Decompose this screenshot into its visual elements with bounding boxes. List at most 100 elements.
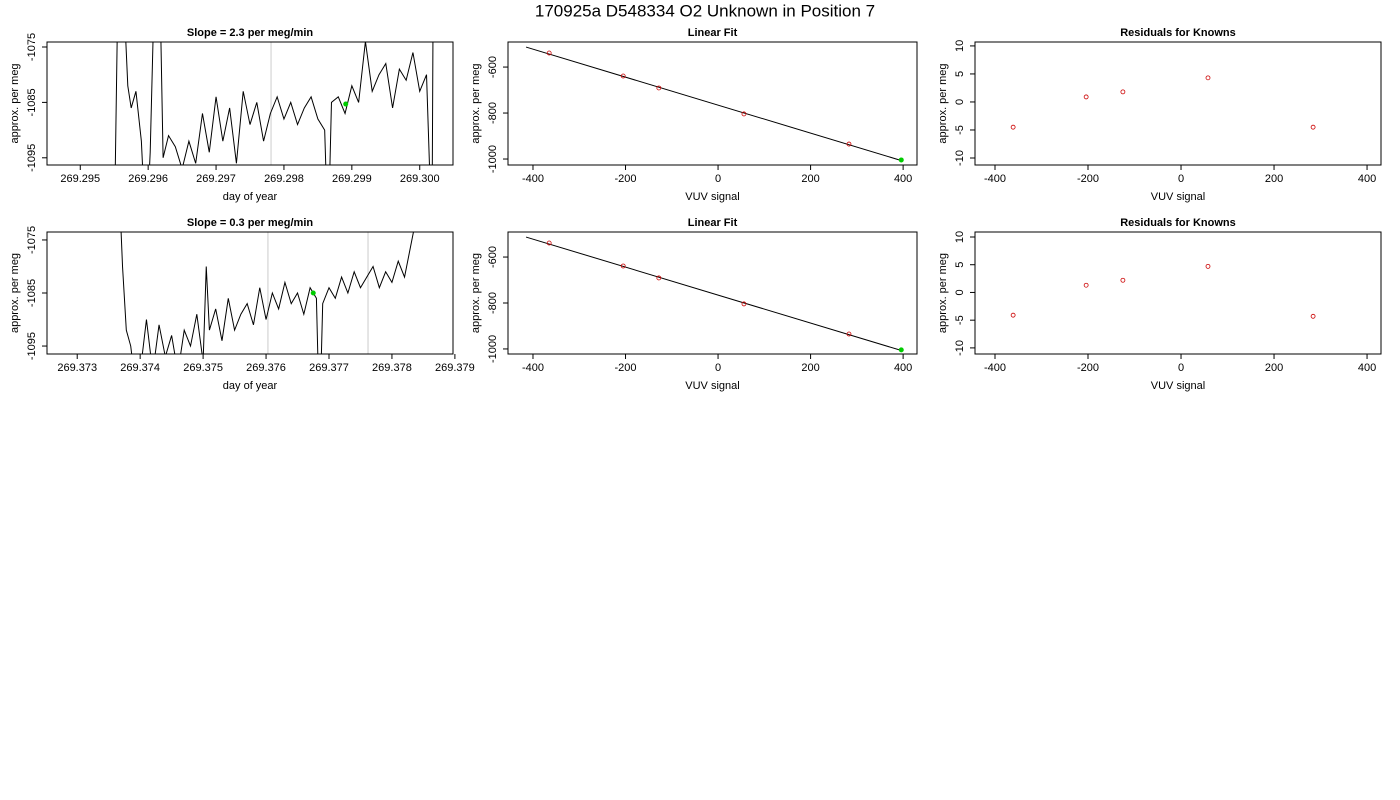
- point: [656, 275, 662, 281]
- x-tick-label: 269.379: [435, 362, 475, 374]
- plot-frame: [507, 231, 918, 355]
- y-tick-label: -5: [954, 315, 966, 325]
- panel-title: Linear Fit: [688, 27, 738, 39]
- point: [1010, 124, 1016, 130]
- y-tick-label: -800: [487, 102, 499, 124]
- point: [1205, 263, 1211, 269]
- series-line: [114, 42, 434, 165]
- point: [1083, 94, 1089, 100]
- x-tick-label: 0: [715, 173, 721, 185]
- x-tick-label: 0: [715, 362, 721, 374]
- x-axis-label: day of year: [223, 380, 278, 392]
- point: [846, 331, 852, 337]
- highlight-point: [343, 101, 349, 107]
- y-tick-label: 5: [954, 262, 966, 268]
- x-tick-label: -400: [984, 362, 1006, 374]
- x-tick-label: 0: [1178, 362, 1184, 374]
- plot-area: [525, 236, 904, 353]
- x-axis-label: day of year: [223, 191, 278, 203]
- y-tick-label: -1075: [26, 33, 38, 61]
- x-tick-label: 200: [801, 362, 819, 374]
- y-tick-label: 0: [954, 99, 966, 105]
- point: [741, 111, 747, 117]
- x-tick-label: 200: [801, 173, 819, 185]
- y-tick-label: -1095: [26, 332, 38, 360]
- point: [1310, 313, 1316, 319]
- x-axis-label: VUV signal: [1151, 380, 1205, 392]
- y-tick-label: -1075: [26, 226, 38, 254]
- y-axis-label: approx. per meg: [937, 63, 949, 143]
- highlight-point: [898, 347, 904, 353]
- plot-frame: [974, 41, 1382, 166]
- x-tick-label: -200: [615, 362, 637, 374]
- x-tick-label: 269.300: [400, 173, 440, 185]
- point: [620, 73, 626, 79]
- panel-title: Linear Fit: [688, 217, 738, 229]
- point: [656, 85, 662, 91]
- y-tick-label: -800: [487, 292, 499, 314]
- y-tick-label: -1095: [26, 144, 38, 172]
- x-tick-label: 269.378: [372, 362, 412, 374]
- plot-frame: [46, 231, 454, 355]
- x-axis-label: VUV signal: [1151, 191, 1205, 203]
- x-tick-label: 269.377: [309, 362, 349, 374]
- y-tick-label: -1085: [26, 88, 38, 116]
- highlight-point: [310, 290, 316, 296]
- x-tick-label: 400: [894, 173, 912, 185]
- x-axis-label: VUV signal: [685, 191, 739, 203]
- x-tick-label: 269.297: [196, 173, 236, 185]
- panel: Slope = 0.3 per meg/min day of year approx…: [9, 217, 475, 392]
- plot-area: [1010, 263, 1316, 319]
- y-axis-label: approx. per meg: [470, 63, 482, 143]
- y-axis-label: approx. per meg: [470, 253, 482, 333]
- point: [546, 240, 552, 246]
- x-tick-label: 400: [894, 362, 912, 374]
- panel: Linear Fit VUV signal approx. per meg -400 -…: [470, 217, 918, 392]
- point: [620, 263, 626, 269]
- panel-title: Residuals for Knowns: [1120, 217, 1236, 229]
- x-tick-label: -200: [1077, 362, 1099, 374]
- plot-area: [1010, 75, 1316, 130]
- x-tick-label: -200: [1077, 173, 1099, 185]
- y-tick-label: -1000: [487, 335, 499, 363]
- panel-title: Slope = 0.3 per meg/min: [187, 217, 314, 229]
- panel-title: Residuals for Knowns: [1120, 27, 1236, 39]
- y-tick-label: -600: [487, 56, 499, 78]
- x-tick-label: -200: [615, 173, 637, 185]
- y-axis-label: approx. per meg: [9, 253, 21, 333]
- figure-title: 170925a D548334 O2 Unknown in Position 7: [535, 1, 875, 20]
- x-tick-label: 269.374: [120, 362, 160, 374]
- point: [1083, 282, 1089, 288]
- x-tick-label: 269.373: [57, 362, 97, 374]
- y-tick-label: -5: [954, 125, 966, 135]
- x-tick-label: 269.299: [332, 173, 372, 185]
- highlight-point: [898, 157, 904, 163]
- y-axis-label: approx. per meg: [937, 253, 949, 333]
- x-tick-label: 200: [1265, 173, 1283, 185]
- plot-frame: [46, 41, 454, 166]
- y-tick-label: -10: [954, 340, 966, 356]
- series-line: [120, 232, 414, 354]
- point: [846, 141, 852, 147]
- panel: Slope = 2.3 per meg/min day of year approx…: [9, 27, 454, 203]
- panel-title: Slope = 2.3 per meg/min: [187, 27, 314, 39]
- x-tick-label: 200: [1265, 362, 1283, 374]
- point: [546, 50, 552, 56]
- y-axis-label: approx. per meg: [9, 63, 21, 143]
- point: [1205, 75, 1211, 81]
- y-tick-label: 5: [954, 71, 966, 77]
- x-tick-label: 400: [1358, 362, 1376, 374]
- point: [1010, 312, 1016, 318]
- point: [741, 301, 747, 307]
- x-tick-label: 269.295: [60, 173, 100, 185]
- plot-frame: [507, 41, 918, 166]
- y-tick-label: -10: [954, 150, 966, 166]
- x-tick-label: 400: [1358, 173, 1376, 185]
- y-tick-label: 0: [954, 289, 966, 295]
- panel: Residuals for Knowns VUV signal approx. pe…: [937, 217, 1382, 392]
- y-tick-label: -1000: [487, 145, 499, 173]
- x-tick-label: 0: [1178, 173, 1184, 185]
- panel: Linear Fit VUV signal approx. per meg -400 -…: [470, 27, 918, 203]
